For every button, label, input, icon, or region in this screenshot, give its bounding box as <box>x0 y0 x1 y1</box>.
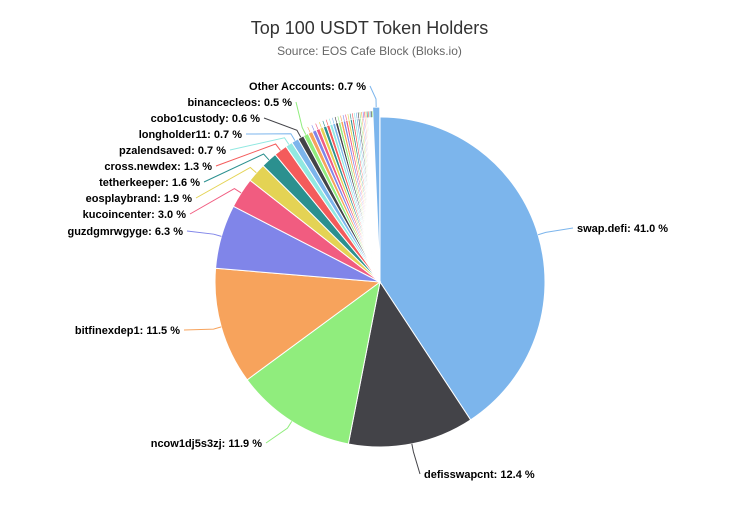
connector-small-21 <box>361 111 363 118</box>
connector-small-5 <box>322 120 326 127</box>
connector-small-4 <box>319 122 322 128</box>
data-label-kucoincenter: kucoincenter: 3.0 % <box>83 209 187 221</box>
connector-small-9 <box>334 116 337 123</box>
pie-slice-bitfinexdep1[interactable] <box>214 267 382 381</box>
connector-small-18 <box>355 112 358 119</box>
data-label-cobo1custody: cobo1custody: 0.6 % <box>151 113 261 125</box>
connector-other-accounts <box>369 85 377 108</box>
connector-bitfinexdep1 <box>183 326 222 331</box>
connector-kucoincenter <box>189 187 242 215</box>
connector-small-23 <box>364 111 366 118</box>
connector-small-8 <box>331 117 335 124</box>
pie-slice-ncow1dj5s3zj[interactable] <box>246 280 381 445</box>
data-label-other-accounts: Other Accounts: 0.7 % <box>249 81 366 93</box>
connector-small-10 <box>337 116 340 123</box>
connectors-layer <box>183 85 574 475</box>
data-label-eosplaybrand: eosplaybrand: 1.9 % <box>86 193 193 205</box>
data-label-longholder11: longholder11: 0.7 % <box>139 129 243 141</box>
connector-swap-defi <box>537 227 574 236</box>
data-label-pzalendsaved: pzalendsaved: 0.7 % <box>119 145 226 157</box>
data-label-guzdgmrwgyge: guzdgmrwgyge: 6.3 % <box>67 226 183 238</box>
connector-ncow1dj5s3zj <box>265 421 293 444</box>
connector-guzdgmrwgyge <box>186 230 222 237</box>
connector-longholder11 <box>245 133 296 141</box>
data-label-ncow1dj5s3zj: ncow1dj5s3zj: 11.9 % <box>151 438 262 450</box>
connector-small-3 <box>315 123 319 130</box>
labels-layer: swap.defi: 41.0 % defisswapcnt: 12.4 % nco… <box>67 81 668 481</box>
data-label-bitfinexdep1: bitfinexdep1: 11.5 % <box>75 325 180 337</box>
chart-title: Top 100 USDT Token Holders <box>250 18 489 38</box>
data-label-cross-newdex: cross.newdex: 1.3 % <box>104 161 212 173</box>
data-label-swap-defi: swap.defi: 41.0 % <box>577 223 668 235</box>
connector-small-15 <box>349 113 352 120</box>
connector-tetherkeeper <box>203 153 270 183</box>
slices-layer <box>214 106 546 448</box>
connector-small-14 <box>347 113 350 121</box>
connector-small-22 <box>362 111 364 118</box>
connector-cross-newdex <box>215 143 281 167</box>
chart-subtitle: Source: EOS Cafe Block (Bloks.io) <box>277 44 462 58</box>
data-label-tetherkeeper: tetherkeeper: 1.6 % <box>99 177 200 189</box>
connector-binancecleos <box>295 101 307 135</box>
connector-pzalendsaved <box>229 137 290 151</box>
connector-small-1 <box>307 126 311 133</box>
connector-small-7 <box>329 118 332 125</box>
data-label-binancecleos: binancecleos: 0.5 % <box>187 97 292 109</box>
connector-small-12 <box>342 114 345 121</box>
connector-small-13 <box>345 114 347 121</box>
connector-small-17 <box>354 112 356 119</box>
connector-small-2 <box>311 125 315 131</box>
connector-defisswapcnt <box>411 443 421 475</box>
connector-cobo1custody <box>263 117 302 138</box>
connector-small-16 <box>351 113 354 120</box>
connector-small-11 <box>340 115 343 122</box>
data-label-defisswapcnt: defisswapcnt: 12.4 % <box>424 469 535 481</box>
connector-eosplaybrand <box>195 166 257 199</box>
connector-small-19 <box>357 112 360 119</box>
connector-small-6 <box>325 119 329 126</box>
connector-small-20 <box>359 112 361 119</box>
